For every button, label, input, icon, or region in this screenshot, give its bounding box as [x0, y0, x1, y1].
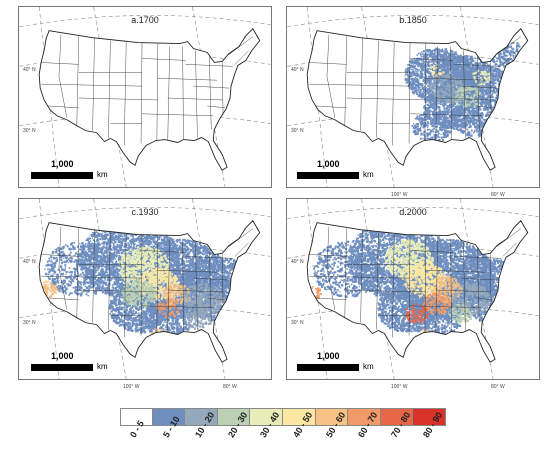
panel-title: c.1930 [19, 207, 271, 217]
scale-unit: km [363, 170, 374, 179]
legend-item: 5 - 10 [152, 408, 186, 464]
map-panel-2000: d.2000 40° N 30° N 100° W 80° W 1,000 km [286, 198, 540, 390]
lon-label-80w: 80° W [491, 384, 505, 390]
panel-title: b.1850 [287, 15, 539, 25]
legend-item: 40 - 50 [282, 408, 316, 464]
lat-label-30: 30° N [23, 320, 36, 326]
scale-unit: km [97, 170, 108, 179]
scale-bar [297, 172, 359, 179]
panel-title: a.1700 [19, 15, 271, 25]
lat-label-40: 40° N [291, 67, 304, 73]
legend-item: 60 - 70 [348, 408, 381, 464]
map-panel-1700: a.1700 40° N 30° N 1,000 km [18, 6, 272, 188]
scale-bar [31, 172, 93, 179]
color-legend: 0 - 5 5 - 10 10 - 20 20 - 30 30 - 40 40 … [120, 408, 446, 464]
scale-bar [297, 364, 359, 371]
lon-label-80w: 80° W [223, 384, 237, 390]
lat-label-30: 30° N [291, 320, 304, 326]
legend-item: 10 - 20 [185, 408, 218, 464]
legend-item: 30 - 40 [250, 408, 283, 464]
panel-title: d.2000 [287, 207, 539, 217]
scale-unit: km [97, 362, 108, 371]
scale-value: 1,000 [317, 351, 340, 361]
lon-label-100w: 100° W [391, 384, 407, 390]
legend-item: 0 - 5 [120, 408, 153, 464]
lat-label-30: 30° N [291, 128, 304, 134]
legend-item: 80 - 90 [413, 408, 446, 464]
lon-label-100w: 100° W [123, 384, 139, 390]
lat-label-40: 40° N [291, 259, 304, 265]
map-panel-1850: b.1850 40° N 30° N 100° W 80° W 1,000 km [286, 6, 540, 198]
legend-item: 20 - 30 [217, 408, 251, 464]
legend-item: 70 - 80 [380, 408, 414, 464]
scale-value: 1,000 [317, 159, 340, 169]
lat-label-40: 40° N [23, 259, 36, 265]
lat-label-40: 40° N [23, 67, 36, 73]
scale-unit: km [363, 362, 374, 371]
legend-item: 50 - 60 [315, 408, 349, 464]
scale-bar [31, 364, 93, 371]
scale-value: 1,000 [51, 159, 74, 169]
map-panel-1930: c.1930 40° N 30° N 100° W 80° W 1,000 km [18, 198, 272, 390]
scale-value: 1,000 [51, 351, 74, 361]
lat-label-30: 30° N [23, 128, 36, 134]
